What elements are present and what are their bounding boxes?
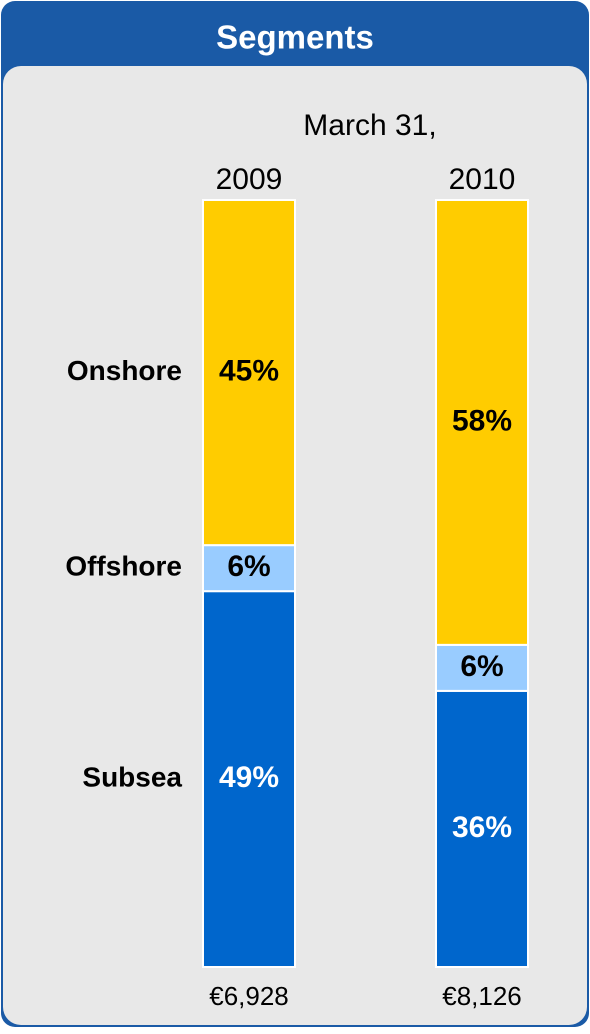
value-label: 58% bbox=[452, 404, 512, 437]
x-tick-label: 2010 bbox=[449, 163, 516, 196]
bar-segment bbox=[202, 590, 296, 968]
legend-label: Onshore bbox=[67, 355, 182, 386]
bar-segment bbox=[202, 544, 296, 593]
value-label: 45% bbox=[219, 354, 279, 387]
chart-title: Segments bbox=[216, 19, 374, 56]
value-label: 6% bbox=[227, 550, 270, 583]
legend-label: Offshore bbox=[65, 551, 182, 582]
bar-segment bbox=[202, 199, 296, 547]
value-label: 36% bbox=[452, 811, 512, 844]
total-label: €8,126 bbox=[442, 981, 522, 1011]
legend-label: Subsea bbox=[82, 761, 182, 792]
value-label: 6% bbox=[460, 650, 503, 683]
value-label: 49% bbox=[219, 761, 279, 794]
chart-subtitle: March 31, bbox=[303, 109, 436, 142]
bar-segment bbox=[435, 199, 529, 646]
x-tick-label: 2009 bbox=[216, 163, 283, 196]
total-label: €6,928 bbox=[209, 981, 289, 1011]
